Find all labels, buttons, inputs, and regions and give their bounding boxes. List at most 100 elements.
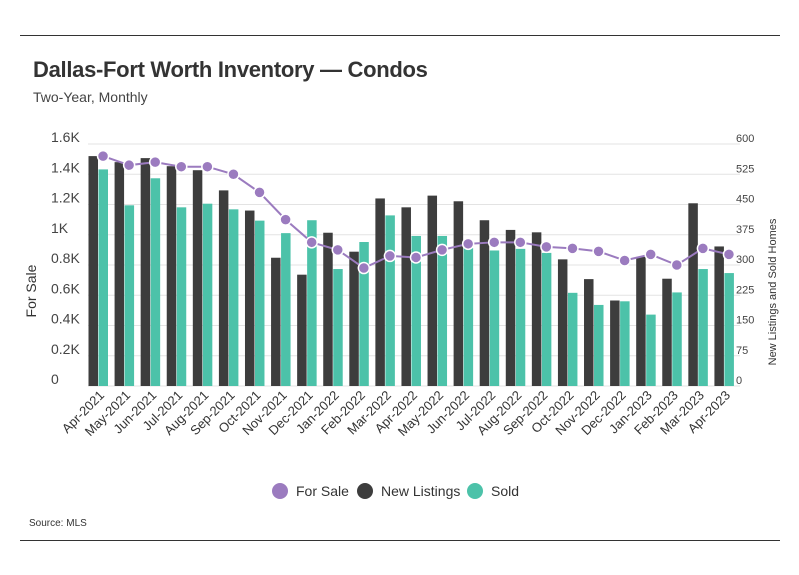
bar-new-listings (323, 232, 333, 386)
bar-sold (567, 292, 578, 386)
for-sale-point (331, 243, 345, 257)
bar-sold (698, 269, 708, 386)
for-sale-line (96, 149, 736, 275)
for-sale-point (435, 243, 449, 257)
legend-label: For Sale (296, 483, 349, 499)
y-tick-label-left: 0.4K (51, 311, 80, 327)
bar-sold (463, 248, 474, 386)
for-sale-point (383, 249, 397, 263)
legend-marker (272, 483, 288, 499)
bar-new-listings (427, 195, 438, 386)
legend-marker (467, 483, 483, 499)
for-sale-point (122, 158, 136, 172)
y-tick-label-left: 1.4K (51, 159, 80, 175)
bar-sold (359, 242, 369, 386)
bar-sold (489, 250, 500, 386)
y-tick-label-right: 150 (736, 315, 754, 327)
bar-new-listings (584, 279, 594, 386)
bar-sold (98, 169, 108, 386)
legend-marker (357, 483, 373, 499)
bar-sold (202, 203, 213, 386)
bar-sold (724, 273, 734, 386)
for-sale-point (566, 242, 579, 255)
bar-sold (672, 292, 682, 386)
bar-sold (594, 304, 604, 386)
bar-sold (385, 215, 395, 386)
bar-new-listings (375, 198, 385, 386)
for-sale-point (514, 236, 527, 249)
y-tick-label-left: 0.2K (51, 341, 80, 357)
legend-label: New Listings (381, 483, 460, 499)
for-sale-point (722, 248, 736, 261)
bar-new-listings (349, 251, 359, 386)
bar-new-listings (166, 166, 177, 386)
y-axis-label-right: New Listings and Sold Homes (767, 218, 779, 365)
bottom-rule (20, 540, 780, 541)
for-sale-point (409, 251, 423, 264)
bar-new-listings (401, 207, 411, 386)
for-sale-point (487, 236, 501, 249)
for-sale-point (618, 254, 631, 267)
bar-sold (150, 178, 161, 386)
bar-new-listings (218, 190, 229, 386)
x-axis: Apr-2021May-2021Jun-2021Jul-2021Aug-2021… (59, 388, 733, 439)
source-note: Source: MLS (29, 518, 87, 529)
y-tick-label-left: 0.6K (51, 280, 80, 296)
y-tick-label-right: 375 (736, 224, 754, 236)
y-tick-label-left: 0 (51, 371, 59, 387)
bar-new-listings (88, 156, 98, 386)
bar-new-listings (636, 256, 646, 386)
bar-new-listings (479, 220, 490, 386)
y-tick-label-right: 75 (736, 345, 748, 357)
y-tick-label-right: 450 (736, 194, 754, 206)
bar-sold (515, 248, 526, 386)
bar-new-listings (714, 246, 724, 386)
bar-sold (176, 207, 187, 386)
bar-new-listings (688, 203, 698, 386)
y-tick-label-left: 0.8K (51, 250, 80, 266)
for-sale-point (279, 213, 292, 226)
bar-new-listings (271, 257, 281, 386)
for-sale-point (148, 155, 162, 169)
for-sale-point (96, 149, 110, 163)
bar-new-listings (453, 201, 464, 386)
for-sale-point (253, 186, 266, 199)
for-sale-point (175, 160, 188, 173)
bar-new-listings (610, 300, 620, 386)
bar-new-listings (114, 162, 125, 386)
bar-sold (307, 220, 317, 386)
bar-sold (124, 205, 135, 386)
y-axis-left: 0 0.2K 0.4K 0.6K 0.8K 1K 1.2K 1.4K 1.6K (51, 129, 80, 387)
bar-sold (281, 233, 291, 386)
y-tick-label-right: 225 (736, 284, 754, 296)
for-sale-point (540, 240, 553, 254)
y-tick-label-right: 0 (736, 375, 742, 387)
y-tick-label-right: 600 (736, 133, 754, 145)
chart-subtitle: Two-Year, Monthly (33, 89, 148, 105)
bar-new-listings (192, 170, 203, 386)
y-tick-label-right: 300 (736, 254, 754, 266)
for-sale-point (201, 160, 214, 173)
for-sale-point (461, 237, 475, 251)
y-tick-label-left: 1.6K (51, 129, 80, 145)
bar-new-listings (140, 158, 151, 386)
bar-sold (254, 220, 265, 386)
bar-sold (620, 301, 630, 386)
y-tick-label-left: 1.2K (51, 190, 80, 206)
for-sale-point (644, 248, 657, 261)
for-sale-point (670, 258, 684, 272)
for-sale-point (227, 168, 240, 181)
chart-title: Dallas-Fort Worth Inventory — Condos (33, 57, 428, 82)
legend-label: Sold (491, 483, 519, 499)
bar-sold (333, 269, 343, 386)
for-sale-point (696, 242, 710, 255)
bar-new-listings (662, 278, 672, 386)
legend: For Sale New Listings Sold (272, 483, 519, 499)
top-rule (20, 35, 780, 36)
for-sale-point (357, 261, 371, 275)
bar-new-listings (297, 274, 307, 386)
y-axis-label-left: For Sale (23, 264, 39, 317)
y-tick-label-right: 525 (736, 163, 754, 175)
bar-new-listings (505, 229, 516, 386)
